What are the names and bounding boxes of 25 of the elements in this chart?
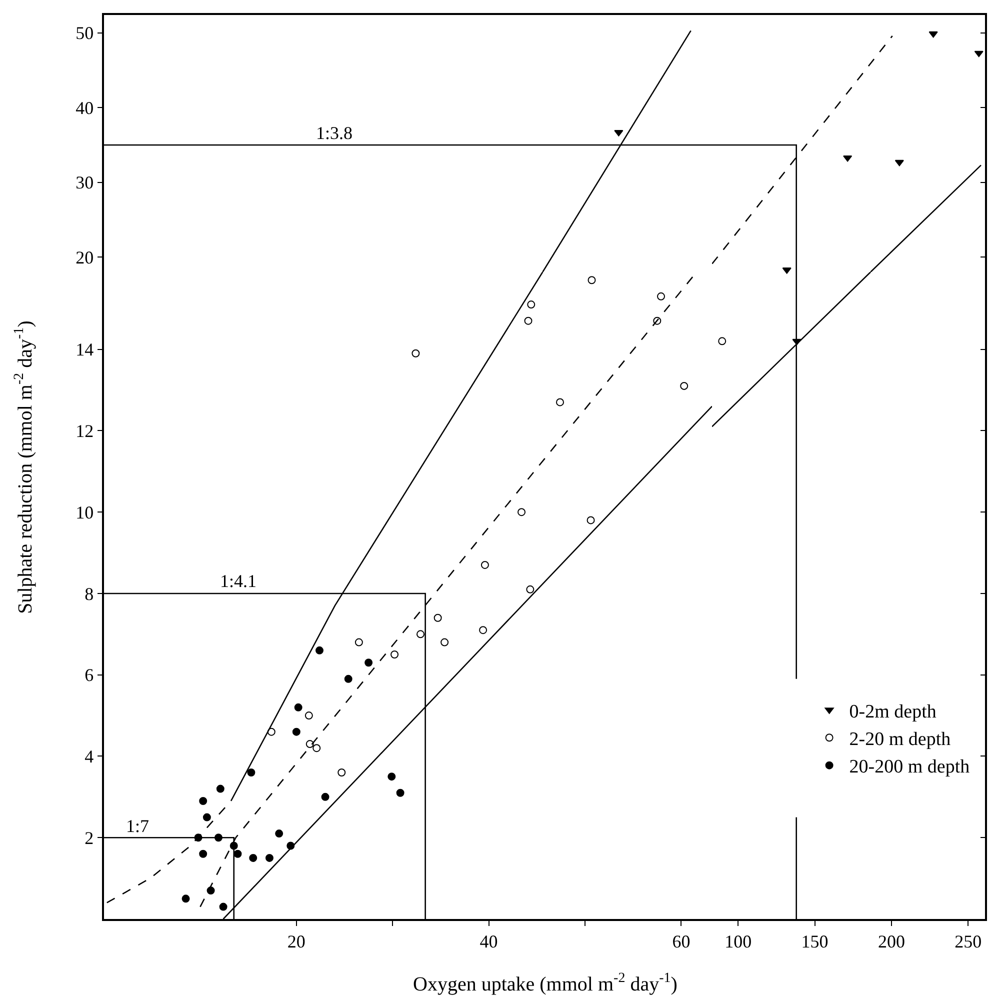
- x-tick-label: 40: [480, 931, 498, 952]
- annotation: 1:3.8: [316, 123, 353, 143]
- y-tick-label: 2: [84, 828, 94, 848]
- annotation: 1:4.1: [220, 571, 257, 591]
- x-axis-title: Oxygen uptake (mmol m$^{-2}$ day$^{-1}$): [413, 971, 678, 996]
- x-tick-label: 20: [287, 931, 306, 952]
- x-tick-label: 250: [954, 931, 982, 952]
- y-tick-label: 40: [76, 98, 94, 118]
- y-tick-label: 8: [84, 584, 94, 604]
- annotation: 1:7: [126, 816, 150, 836]
- y-tick-label: 30: [76, 172, 94, 193]
- legend-label: 2-20 m depth: [849, 729, 952, 750]
- y-tick-label: 6: [84, 665, 94, 686]
- y-tick-label: 20: [76, 247, 94, 268]
- legend-label: 20-200 m depth: [849, 756, 970, 778]
- legend-label: 0-2m depth: [849, 701, 937, 722]
- y-tick-label: 4: [84, 746, 94, 767]
- y-tick-label: 14: [76, 340, 94, 360]
- x-tick-label: 60: [672, 931, 690, 952]
- y-tick-label: 12: [76, 421, 94, 441]
- y-tick-label: 10: [76, 502, 94, 522]
- y-tick-label: 50: [76, 23, 94, 44]
- x-tick-label: 200: [878, 931, 905, 952]
- x-tick-label: 150: [801, 931, 828, 952]
- x-tick-label: 100: [724, 931, 752, 952]
